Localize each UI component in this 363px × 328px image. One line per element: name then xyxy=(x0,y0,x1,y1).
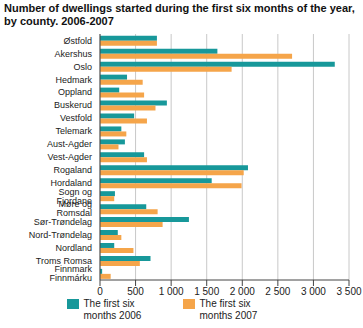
svg-text:1 000: 1 000 xyxy=(159,286,184,297)
svg-text:3 000: 3 000 xyxy=(301,286,326,297)
svg-text:Akershus: Akershus xyxy=(54,49,92,59)
svg-text:Nord-Trøndelag: Nord-Trøndelag xyxy=(29,230,92,240)
svg-text:Østfold: Østfold xyxy=(63,36,92,46)
svg-text:Buskerud: Buskerud xyxy=(54,100,92,110)
svg-text:FinnmarkFinnmárku: FinnmarkFinnmárku xyxy=(49,264,92,283)
svg-text:Rogaland: Rogaland xyxy=(53,165,92,175)
svg-text:Sør-Trøndelag: Sør-Trøndelag xyxy=(34,217,92,227)
svg-text:2 500: 2 500 xyxy=(265,286,290,297)
svg-text:Oslo: Oslo xyxy=(73,62,92,72)
svg-text:Oppland: Oppland xyxy=(58,87,92,97)
svg-text:Nordland: Nordland xyxy=(55,243,92,253)
svg-text:Aust-Agder: Aust-Agder xyxy=(47,139,92,149)
svg-text:Telemark: Telemark xyxy=(55,126,92,136)
svg-text:0: 0 xyxy=(97,286,103,297)
svg-text:Vest-Agder: Vest-Agder xyxy=(47,152,92,162)
svg-text:Vestfold: Vestfold xyxy=(60,113,92,123)
svg-text:2 000: 2 000 xyxy=(230,286,255,297)
svg-text:Møre ogRomsdal: Møre ogRomsdal xyxy=(56,199,92,218)
svg-text:3 500: 3 500 xyxy=(336,286,355,297)
svg-text:1 500: 1 500 xyxy=(194,286,219,297)
svg-text:Hedmark: Hedmark xyxy=(55,75,92,85)
svg-text:500: 500 xyxy=(127,286,144,297)
